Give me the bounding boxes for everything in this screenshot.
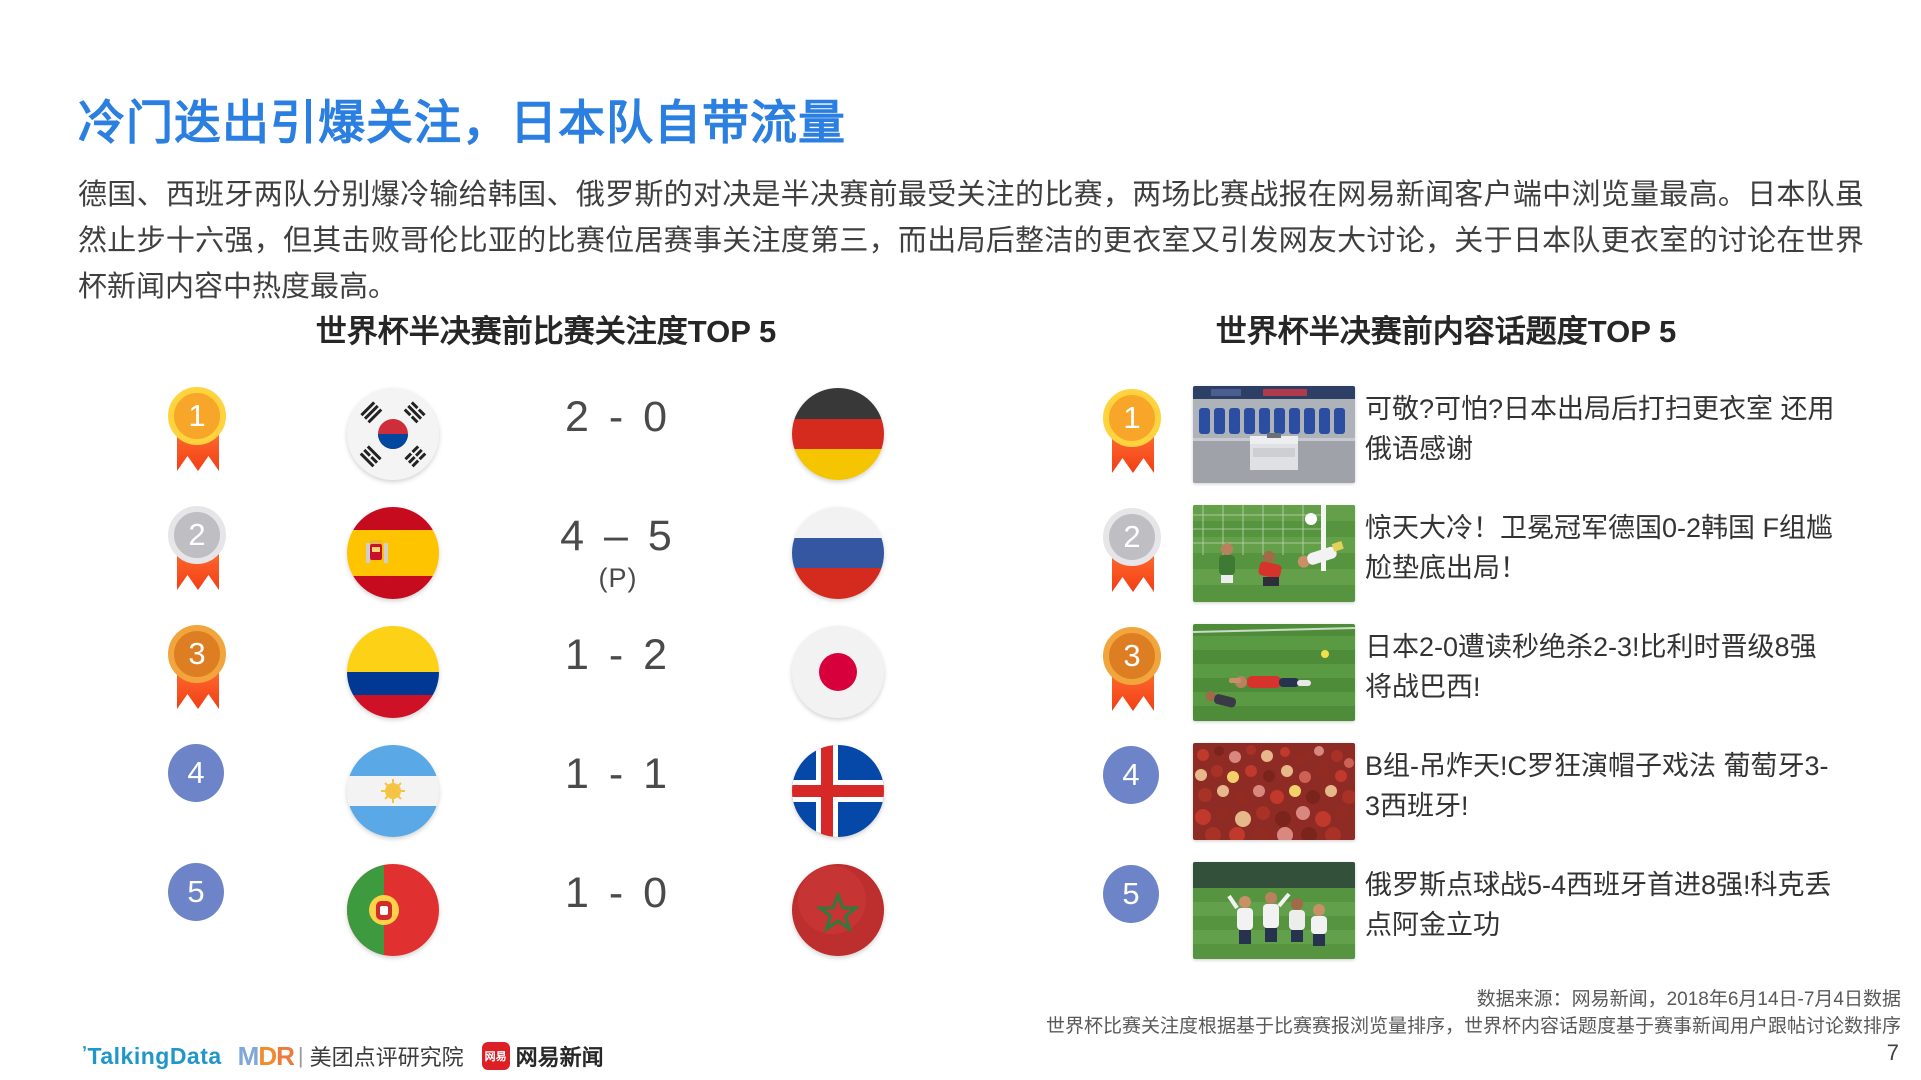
match-row-5: 5 1 - 0 [80, 851, 960, 970]
rank-3-medal-icon: 3 [1103, 627, 1163, 719]
headline-4: B组-吊炸天!C罗狂演帽子戏法 葡萄牙3-3西班牙! [1365, 751, 1829, 821]
portugal-flag-icon [347, 864, 439, 956]
netease-badge-icon: 网易 [481, 1042, 510, 1070]
logo-divider: | [297, 1043, 304, 1068]
argentina-flag-icon [347, 745, 439, 837]
iceland-flag-icon [792, 745, 884, 837]
topic-row-1: 1 [1085, 375, 1885, 494]
score-3: 1 - 2 [564, 631, 672, 679]
headline-3: 日本2-0遭读秒绝杀2-3!比利时晋级8强将战巴西! [1365, 632, 1817, 702]
rank-5-badge: 5 [168, 863, 228, 921]
penalty-note: (P) [598, 563, 638, 593]
spain-flag-icon [347, 507, 439, 599]
portugal-spain-fans-photo [1193, 743, 1355, 840]
left-panel-title: 世界杯半决赛前比赛关注度TOP 5 [315, 314, 777, 349]
colombia-flag-icon [347, 626, 439, 718]
headline-1: 可敬?可怕?日本出局后打扫更衣室 还用俄语感谢 [1365, 394, 1835, 464]
topic-row-2: 2 [1085, 494, 1885, 613]
right-panel-title: 世界杯半决赛前内容话题度TOP 5 [1215, 314, 1677, 349]
topic-row-4: 4 [1085, 732, 1885, 851]
netease-news-logo: 网易新闻 [515, 1045, 604, 1070]
meituan-dianping-institute-logo: 美团点评研究院 [309, 1045, 464, 1070]
rank-3-medal-icon: 3 [168, 625, 228, 717]
score-5: 1 - 0 [564, 869, 672, 917]
rank-2-medal-icon: 2 [168, 506, 228, 598]
rank-1-medal-icon: 1 [1103, 389, 1163, 481]
morocco-flag-icon [792, 864, 884, 956]
talkingdata-logo: TalkingData [82, 1043, 222, 1070]
topic-row-3: 3 [1085, 613, 1885, 732]
headline-2: 惊天大冷！卫冕冠军德国0-2韩国 F组尴尬垫底出局！ [1365, 513, 1834, 583]
match-row-2: 2 [80, 494, 960, 613]
score-1: 2 - 0 [564, 393, 672, 441]
mdr-logo: MDR [237, 1040, 295, 1071]
page-title: 冷门迭出引爆关注，日本队自带流量 [78, 96, 846, 149]
match-row-3: 3 1 - 2 [80, 613, 960, 732]
japan-flag-icon [792, 626, 884, 718]
germany-flag-icon [792, 388, 884, 480]
headline-5: 俄罗斯点球战5-4西班牙首进8强!科克丢点阿金立功 [1365, 870, 1832, 940]
south-korea-flag-icon [347, 388, 439, 480]
data-source-line2: 世界杯比赛关注度根据基于比赛赛报浏览量排序，世界杯内容话题度基于赛事新闻用户跟帖… [1045, 1016, 1901, 1037]
rank-5-badge: 5 [1103, 865, 1163, 923]
rank-4-badge: 4 [1103, 746, 1163, 804]
russia-flag-icon [792, 507, 884, 599]
japan-belgium-photo [1193, 624, 1355, 721]
footer-logos: TalkingData MDR | 美团点评研究院 网易 网易新闻 [82, 1040, 604, 1072]
rank-2-medal-icon: 2 [1103, 508, 1163, 600]
match-row-1: 1 2 - 0 [80, 375, 960, 494]
page-number: 7 [1886, 1040, 1899, 1065]
match-attention-panel: 世界杯半决赛前比赛关注度TOP 5 1 [80, 306, 960, 970]
rank-1-medal-icon: 1 [168, 387, 228, 479]
match-row-4: 4 1 - 1 [80, 732, 960, 851]
topic-rows: 1 [1085, 375, 1885, 970]
topic-row-5: 5 [1085, 851, 1885, 970]
locker-room-photo [1193, 386, 1355, 483]
content-topic-panel: 世界杯半决赛前内容话题度TOP 5 1 [1085, 306, 1885, 970]
match-rows: 1 2 - 0 [80, 375, 960, 970]
rank-4-badge: 4 [168, 744, 228, 802]
score-2: 4 – 5 (P) [510, 512, 726, 594]
data-source-note: 数据来源：网易新闻，2018年6月14日-7月4日数据 世界杯比赛关注度根据基于… [1046, 986, 1901, 1040]
germany-korea-goal-photo [1193, 505, 1355, 602]
intro-paragraph: 德国、西班牙两队分别爆冷输给韩国、俄罗斯的对决是半决赛前最受关注的比赛，两场比赛… [78, 179, 1864, 303]
data-source-line1: 数据来源：网易新闻，2018年6月14日-7月4日数据 [1476, 989, 1901, 1010]
russia-spain-celebration-photo [1193, 862, 1355, 959]
score-4: 1 - 1 [564, 750, 672, 798]
